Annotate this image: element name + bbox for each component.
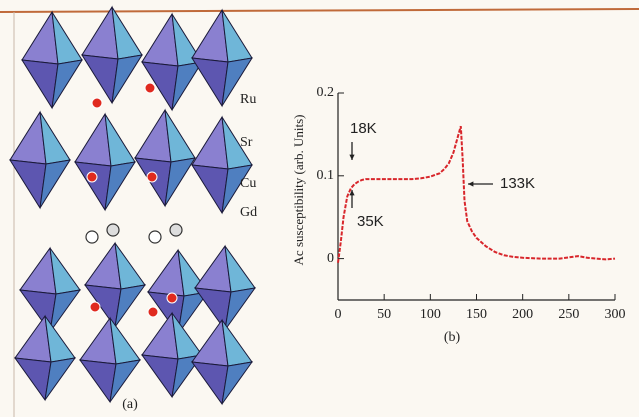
atom-label: Gd — [240, 205, 257, 220]
x-tick-label: 100 — [420, 307, 441, 322]
y-tick-label: 0.1 — [317, 168, 335, 183]
ru-atom — [147, 172, 157, 182]
y-tick-label: 0 — [327, 251, 334, 266]
x-tick-label: 0 — [335, 307, 342, 322]
gd-atom — [149, 231, 161, 243]
ru-atom — [90, 302, 100, 312]
x-tick-label: 200 — [512, 307, 533, 322]
x-tick-label: 50 — [377, 307, 391, 322]
atom-label: Cu — [240, 176, 256, 191]
figure: Ru Sr Cu Gd (a) (b) Ac susceptibility (a… — [0, 0, 639, 417]
gd-atom — [86, 231, 98, 243]
ru-atom — [148, 307, 158, 317]
atom-label: Sr — [240, 135, 253, 150]
ru-atom — [92, 98, 102, 108]
annotation: 133K — [500, 175, 535, 192]
gd-atom — [107, 224, 119, 236]
x-tick-label: 150 — [466, 307, 487, 322]
ru-atom — [145, 83, 155, 93]
caption: (b) — [444, 330, 461, 345]
gd-atom — [170, 224, 182, 236]
annotation: 35K — [357, 213, 384, 230]
y-axis-label: Ac susceptibility (arb. Units) — [291, 115, 306, 266]
x-tick-label: 300 — [605, 307, 626, 322]
atom-label: Ru — [240, 92, 256, 107]
y-tick-label: 0.2 — [317, 85, 335, 100]
x-tick-label: 250 — [558, 307, 579, 322]
ru-atom — [167, 293, 177, 303]
ru-atom — [87, 172, 97, 182]
caption: (a) — [122, 397, 138, 412]
annotation: 18K — [350, 120, 377, 137]
